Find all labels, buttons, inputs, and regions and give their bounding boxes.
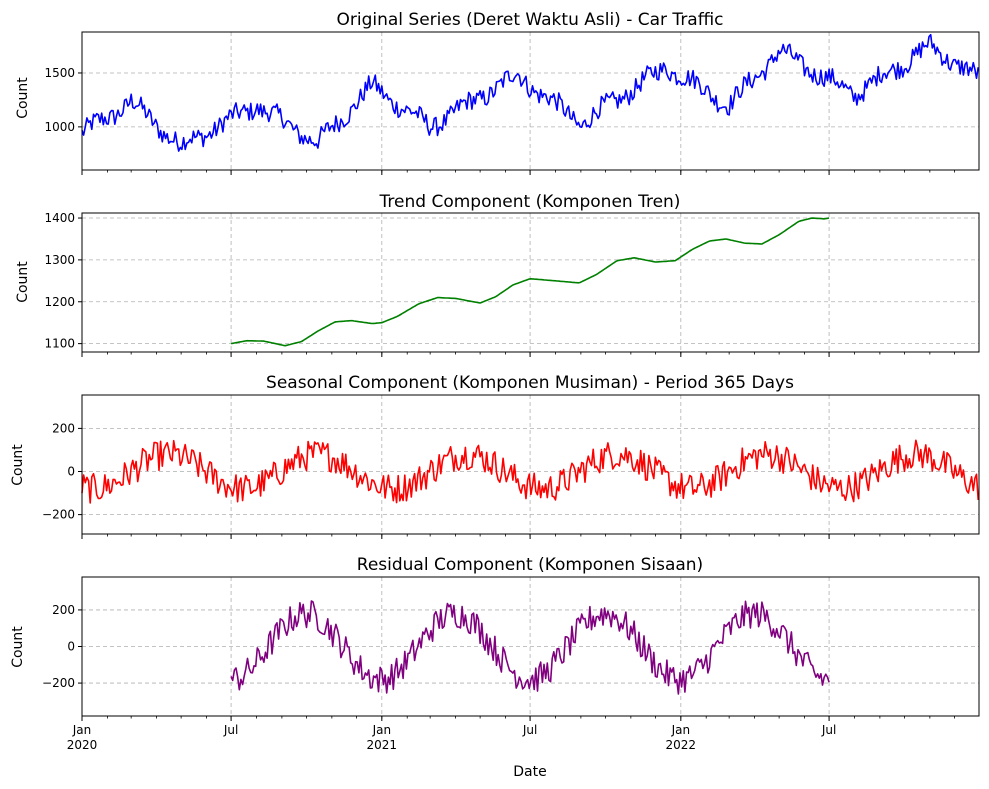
residual-component-ylabel: Count bbox=[10, 626, 26, 668]
original-series-panel: Original Series (Deret Waktu Asli) - Car… bbox=[15, 10, 980, 175]
seasonal-component-ylabel: Count bbox=[10, 444, 26, 486]
xtick-label: Jul bbox=[522, 723, 537, 737]
residual-component-ytick-label: 200 bbox=[52, 603, 75, 617]
seasonal-component-ytick-label: 200 bbox=[52, 421, 75, 435]
x-axis-label: Date bbox=[513, 764, 546, 780]
residual-component-title: Residual Component (Komponen Sisaan) bbox=[357, 555, 703, 575]
original-series-axes-frame bbox=[81, 31, 980, 171]
trend-component-ytick-label: 1200 bbox=[44, 295, 75, 309]
residual-component-ytick-label: −200 bbox=[42, 676, 75, 690]
original-series-line bbox=[81, 33, 979, 152]
xtick-label: Jul bbox=[223, 723, 238, 737]
trend-component-ytick-label: 1100 bbox=[44, 337, 75, 351]
xtick-label: Jan bbox=[72, 723, 92, 737]
original-series-title: Original Series (Deret Waktu Asli) - Car… bbox=[336, 10, 723, 30]
trend-component-axes-frame bbox=[81, 212, 980, 353]
trend-component-title: Trend Component (Komponen Tren) bbox=[379, 192, 681, 212]
trend-component-ytick-label: 1300 bbox=[44, 253, 75, 267]
seasonal-component-axes-frame bbox=[81, 394, 980, 535]
seasonal-component-ytick-label: −200 bbox=[42, 508, 75, 522]
seasonal-component-line bbox=[81, 439, 979, 504]
trend-component-panel: Trend Component (Komponen Tren) Count 11… bbox=[15, 192, 980, 357]
trend-component-line bbox=[230, 217, 830, 347]
xtick-year-label: 2021 bbox=[367, 738, 398, 752]
residual-component-panel: Residual Component (Komponen Sisaan) Cou… bbox=[10, 555, 980, 780]
xtick-year-label: 2020 bbox=[67, 738, 98, 752]
xtick-label: Jan bbox=[671, 723, 691, 737]
trend-component-ylabel: Count bbox=[15, 261, 31, 303]
xtick-year-label: 2022 bbox=[666, 738, 697, 752]
seasonal-component-panel: Seasonal Component (Komponen Musiman) - … bbox=[10, 373, 980, 539]
original-series-ylabel: Count bbox=[15, 77, 31, 119]
seasonal-component-ytick-label: 0 bbox=[67, 465, 75, 479]
original-series-ytick-label: 1000 bbox=[44, 120, 75, 134]
trend-component-ytick-label: 1400 bbox=[44, 211, 75, 225]
residual-component-line bbox=[230, 600, 830, 695]
xtick-label: Jan bbox=[372, 723, 392, 737]
seasonal-component-title: Seasonal Component (Komponen Musiman) - … bbox=[266, 373, 794, 393]
xtick-label: Jul bbox=[821, 723, 836, 737]
residual-component-ytick-label: 0 bbox=[67, 640, 75, 654]
original-series-ytick-label: 1500 bbox=[44, 66, 75, 80]
